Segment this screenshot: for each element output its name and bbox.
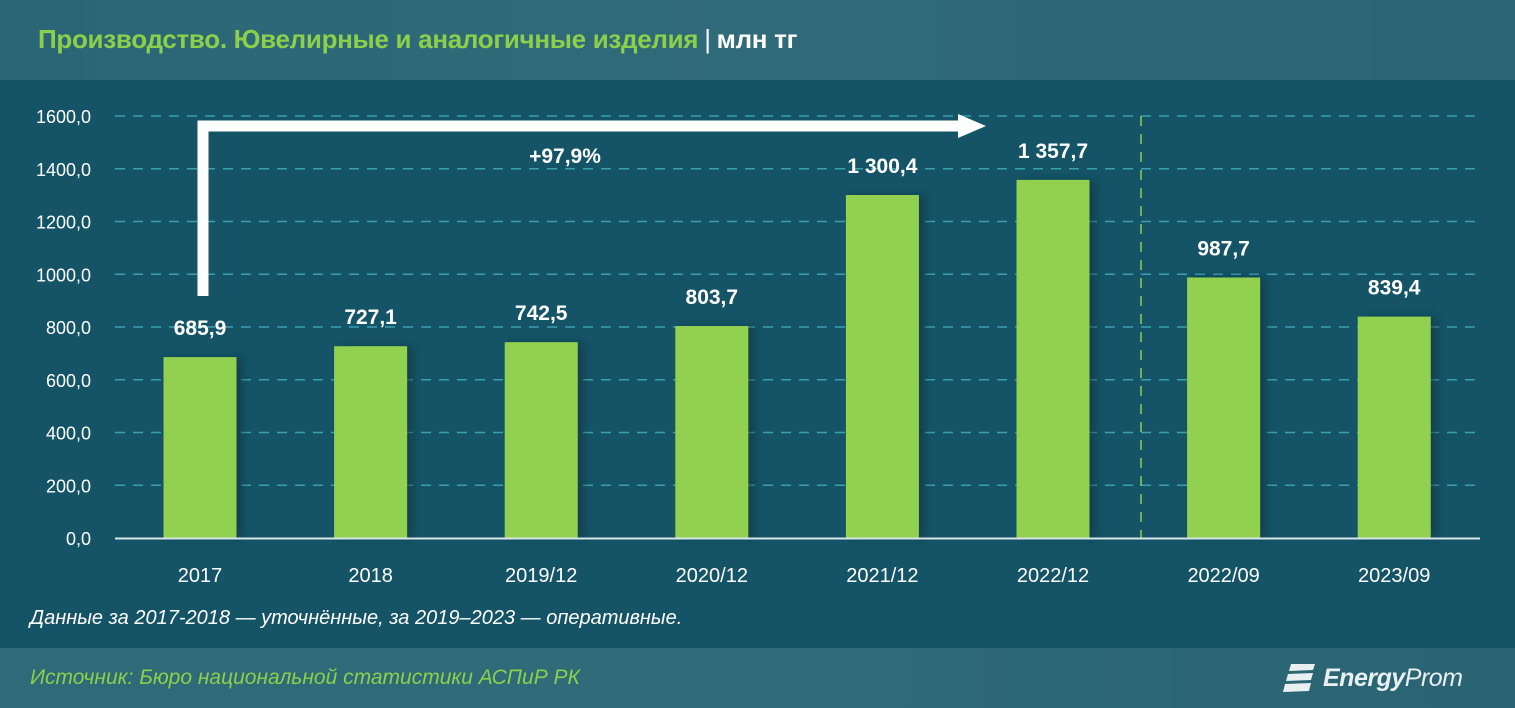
bar-value-label: 685,9	[174, 317, 227, 340]
bar-value-label: 803,7	[686, 286, 739, 309]
y-tick-label: 1000,0	[36, 265, 91, 285]
chart-area	[0, 80, 1515, 648]
bar	[334, 346, 408, 538]
chart-footer: Источник: Бюро национальной статистики А…	[0, 648, 1515, 708]
bar	[845, 195, 919, 538]
y-tick-label: 800,0	[46, 318, 91, 338]
bar-value-label: 839,4	[1368, 277, 1421, 300]
x-tick-label: 2020/12	[676, 565, 748, 587]
y-axis-ticks: 0,0 200,0 400,0 600,0 800,0 1000,0 1200,0 1400,…	[36, 107, 91, 549]
y-tick-label: 0,0	[66, 529, 91, 549]
growth-label: +97,9%	[529, 145, 601, 168]
y-tick-label: 1400,0	[36, 160, 91, 180]
x-tick-label: 2022/12	[1017, 565, 1089, 587]
chart-title: Производство. Ювелирные и аналогичные из…	[38, 24, 797, 55]
x-axis-labels: 2017 2018 2019/12 2020/12 2021/12 2022/12 2022…	[178, 565, 1431, 587]
bar	[504, 342, 578, 538]
bar	[1016, 179, 1090, 539]
bar	[675, 326, 749, 538]
title-separator: |	[704, 24, 711, 54]
x-tick-label: 2023/09	[1358, 565, 1430, 587]
bar	[1357, 316, 1431, 538]
y-tick-label: 200,0	[46, 476, 91, 496]
bar-value-label: 987,7	[1197, 237, 1250, 260]
title-unit: млн тг	[716, 24, 798, 54]
arrow-line	[197, 120, 960, 296]
arrow-head-icon	[958, 114, 986, 138]
y-tick-label: 400,0	[46, 424, 91, 444]
growth-arrow: +97,9%	[197, 114, 986, 296]
x-tick-label: 2019/12	[505, 565, 577, 587]
x-tick-label: 2022/09	[1187, 565, 1259, 587]
energyprom-stripes-icon	[1283, 664, 1315, 692]
bar-value-label: 742,5	[515, 302, 568, 325]
bar-value-label: 1 357,7	[1018, 140, 1088, 163]
bars: 685,9 727,1 742,5 803,7 1 300,4 1 357,7 987,7 8…	[163, 140, 1431, 539]
source-text: Источник: Бюро национальной статистики А…	[30, 666, 580, 689]
y-tick-label: 600,0	[46, 371, 91, 391]
y-tick-label: 1200,0	[36, 213, 91, 233]
energyprom-logo: EnergyProm	[1283, 660, 1463, 696]
gridlines	[115, 115, 1480, 486]
bar	[163, 357, 237, 538]
data-note: Данные за 2017-2018 — уточнённые, за 201…	[30, 607, 683, 629]
bar-value-label: 727,1	[344, 306, 397, 329]
bar-value-label: 1 300,4	[847, 155, 917, 178]
title-text: Производство. Ювелирные и аналогичные из…	[38, 24, 699, 54]
x-tick-label: 2017	[178, 565, 223, 587]
logo-text: EnergyProm	[1323, 663, 1463, 692]
chart-header: Производство. Ювелирные и аналогичные из…	[0, 0, 1515, 80]
bar	[1187, 277, 1261, 538]
x-tick-label: 2021/12	[846, 565, 918, 587]
y-tick-label: 1600,0	[36, 107, 91, 127]
x-tick-label: 2018	[348, 565, 393, 587]
